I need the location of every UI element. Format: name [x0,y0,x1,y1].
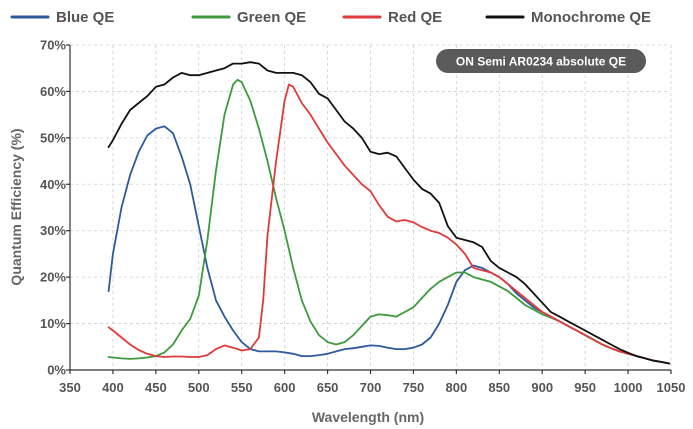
series-line-red-qe [107,83,671,365]
x-tick-label: 550 [231,380,253,395]
x-tick-label: 700 [360,380,382,395]
x-axis-title: Wavelength (nm) [312,409,424,425]
y-tick-label: 60% [40,84,66,99]
y-tick-label: 10% [40,316,66,331]
x-tick-label: 650 [317,380,339,395]
y-tick-label: 50% [40,130,66,145]
x-tick-label: 450 [145,380,167,395]
grid [70,44,672,370]
y-tick-label: 0% [47,363,66,378]
x-tick-label: 950 [574,380,596,395]
x-tick-label: 400 [102,380,124,395]
series-group [107,61,671,365]
x-tick-label: 350 [59,380,81,395]
y-tick-label: 70% [40,38,66,53]
x-tick-label: 1050 [657,380,686,395]
x-tick-label: 750 [403,380,425,395]
annotation-badge-background [436,49,646,73]
annotation-badge: ON Semi AR0234 absolute QE [436,49,646,73]
legend-label-red-qe: Red QE [388,9,442,26]
x-tick-label: 900 [531,380,553,395]
y-axis-title: Quantum Efficiency (%) [8,128,24,285]
y-tick-label: 20% [40,270,66,285]
series-line-monochrome-qe [107,61,671,365]
legend-label-green-qe: Green QE [237,9,306,26]
y-tick-label: 30% [40,223,66,238]
legend: Blue QE Green QE Red QE Monochrome QE [10,9,651,26]
x-tick-label: 500 [188,380,210,395]
y-tick-label: 40% [40,177,66,192]
legend-label-blue-qe: Blue QE [56,9,114,26]
axes: 350 400 450 500 550 600 650 700 750 800 850 900 950 1… [40,38,685,396]
x-tick-label: 1000 [614,380,643,395]
x-tick-label: 850 [488,380,510,395]
annotation-text: ON Semi AR0234 absolute QE [456,55,626,69]
x-tick-label: 600 [274,380,296,395]
legend-label-monochrome-qe: Monochrome QE [531,9,651,26]
x-tick-label: 800 [446,380,468,395]
